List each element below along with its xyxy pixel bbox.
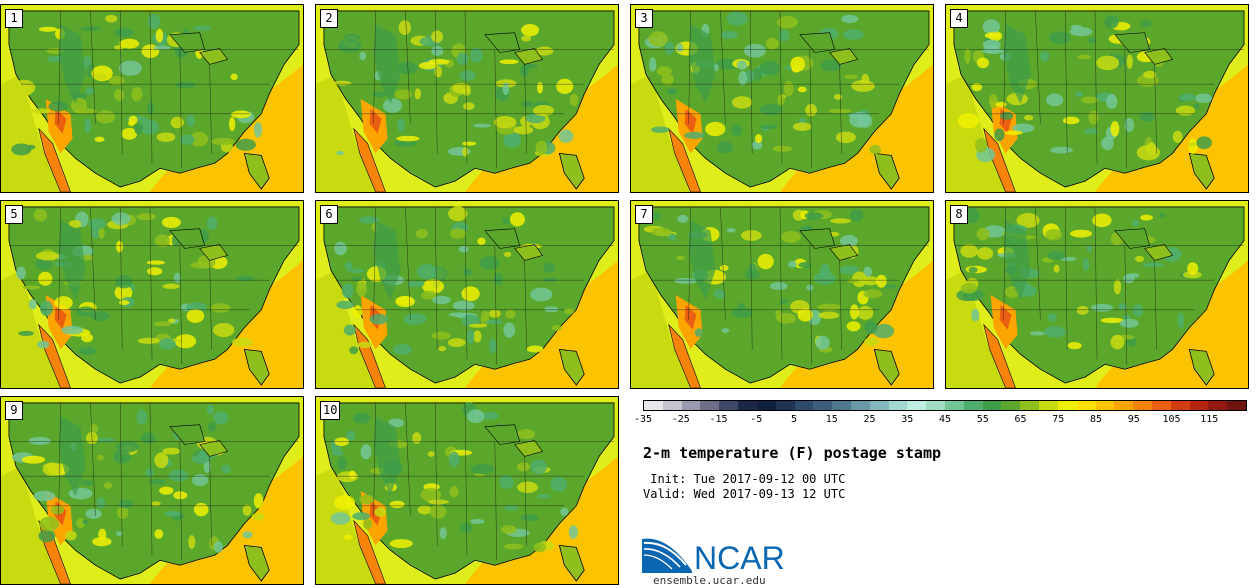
stamp-4: 4 (945, 4, 1249, 193)
temperature-map (1, 5, 303, 192)
plot-title: 2-m temperature (F) postage stamp (643, 444, 942, 462)
colorbar-swatch (1114, 401, 1134, 410)
stamp-1: 1 (0, 4, 304, 193)
colorbar-swatch (926, 401, 945, 410)
stamp-number: 9 (5, 401, 23, 420)
colorbar-swatch (1057, 401, 1077, 410)
colorbar-swatch (681, 401, 701, 410)
stamp-number: 5 (5, 205, 23, 224)
temperature-map (631, 5, 933, 192)
stamp-8: 8 (945, 200, 1249, 389)
colorbar-swatch (1133, 401, 1152, 410)
colorbar-tick-label: 55 (976, 414, 989, 425)
colorbar-swatch (644, 401, 663, 410)
colorbar-tick-label: -35 (633, 414, 653, 425)
colorbar-swatch (1020, 401, 1040, 410)
colorbar-swatch (1076, 401, 1096, 410)
stamp-10: 10 (315, 396, 619, 585)
stamp-2: 2 (315, 4, 619, 193)
init-time: Init: Tue 2017-09-12 00 UTC (643, 472, 846, 486)
stamp-9: 9 (0, 396, 304, 585)
stamp-3: 3 (630, 4, 934, 193)
stamp-number: 4 (950, 9, 968, 28)
temperature-map (316, 5, 618, 192)
colorbar-swatch (1189, 401, 1209, 410)
colorbar-swatch (982, 401, 1002, 410)
stamp-number: 6 (320, 205, 338, 224)
colorbar-swatch (662, 401, 682, 410)
colorbar-tick-label: -15 (709, 414, 728, 425)
colorbar-tick-label: 75 (1052, 414, 1065, 425)
stamp-number: 8 (950, 205, 968, 224)
valid-time: Valid: Wed 2017-09-13 12 UTC (643, 487, 846, 501)
colorbar-swatch (832, 401, 851, 410)
stamp-number: 1 (5, 9, 23, 28)
stamp-number: 7 (635, 205, 653, 224)
stamp-number: 10 (320, 401, 341, 420)
colorbar-swatch (888, 401, 908, 410)
colorbar-tick-label: 115 (1200, 414, 1219, 425)
temperature-map (1, 201, 303, 388)
temperature-map (631, 201, 933, 388)
colorbar-swatch (1227, 401, 1246, 410)
stamp-number: 2 (320, 9, 338, 28)
colorbar-tick-label: 95 (1127, 414, 1140, 425)
stamp-6: 6 (315, 200, 619, 389)
temperature-colorbar (643, 400, 1247, 411)
colorbar-swatch (1039, 401, 1058, 410)
stamp-7: 7 (630, 200, 934, 389)
colorbar-swatch (1170, 401, 1190, 410)
colorbar-tick-label: -25 (671, 414, 690, 425)
colorbar-tick-label: -5 (750, 414, 763, 425)
colorbar-tick-label: 15 (825, 414, 838, 425)
colorbar-swatch (1151, 401, 1171, 410)
colorbar-swatch (813, 401, 833, 410)
temperature-map (316, 397, 618, 584)
colorbar-swatch (756, 401, 776, 410)
colorbar-swatch (1208, 401, 1228, 410)
logo-wordmark: NCAR (694, 540, 785, 573)
colorbar-tick-label: 25 (863, 414, 876, 425)
stamp-number: 3 (635, 9, 653, 28)
colorbar-tick-label: 45 (938, 414, 952, 425)
colorbar-swatch (907, 401, 927, 410)
temperature-map (1, 397, 303, 584)
stamp-5: 5 (0, 200, 304, 389)
colorbar-swatch (738, 401, 757, 410)
colorbar-swatch (719, 401, 739, 410)
colorbar-swatch (775, 401, 795, 410)
colorbar-swatch (1001, 401, 1021, 410)
colorbar-tick-label: 105 (1162, 414, 1181, 425)
colorbar-swatch (1095, 401, 1115, 410)
colorbar-swatch (869, 401, 889, 410)
ncar-logo: NCAR (642, 538, 785, 573)
colorbar-tick-label: 65 (1014, 414, 1027, 425)
colorbar-tick-labels: -35 -25 -15 -5 5 15 25 35 45 55 65 75 85 95 105 115 (634, 414, 1247, 428)
temperature-map (946, 5, 1248, 192)
temperature-map (946, 201, 1248, 388)
colorbar-swatch (945, 401, 964, 410)
colorbar-tick-label: 35 (901, 414, 914, 425)
site-url: ensemble.ucar.edu (653, 574, 766, 587)
colorbar-swatch (700, 401, 720, 410)
colorbar-tick-label: 5 (790, 414, 798, 425)
temperature-map (316, 201, 618, 388)
colorbar-swatch (963, 401, 983, 410)
colorbar-tick-label: 85 (1089, 414, 1103, 425)
colorbar-swatch (850, 401, 870, 410)
colorbar-swatch (794, 401, 814, 410)
